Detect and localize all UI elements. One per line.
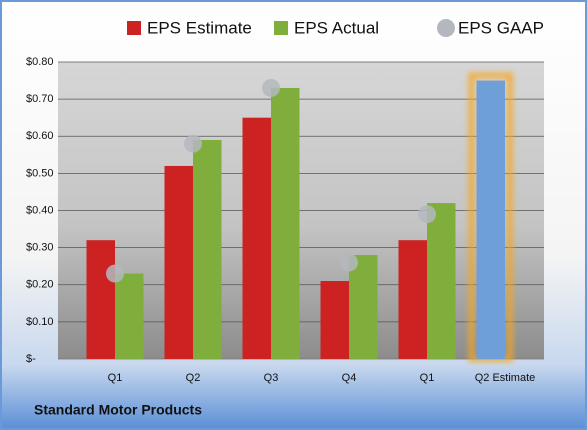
legend-marker xyxy=(127,21,141,35)
y-tick-label: $0.80 xyxy=(26,56,54,68)
x-tick-label: Q3 xyxy=(264,372,279,384)
marker xyxy=(340,253,358,272)
y-tick-label: $0.70 xyxy=(26,93,54,105)
legend-label: EPS Estimate xyxy=(147,18,252,37)
legend-marker xyxy=(437,19,455,37)
bar xyxy=(86,240,115,359)
y-tick-label: $0.20 xyxy=(26,279,54,291)
bar xyxy=(115,273,144,359)
legend-label: EPS Actual xyxy=(294,18,379,37)
y-tick-label: $0.50 xyxy=(26,167,54,179)
x-tick-label: Q2 Estimate xyxy=(475,372,536,384)
bar xyxy=(193,139,222,359)
x-tick-label: Q1 xyxy=(420,372,435,384)
caption: Standard Motor Products xyxy=(34,402,202,418)
y-tick-label: $0.60 xyxy=(26,130,54,142)
y-tick-label: $- xyxy=(26,353,36,365)
y-tick-label: $0.30 xyxy=(26,242,54,254)
y-tick-label: $0.10 xyxy=(26,316,54,328)
marker xyxy=(418,205,436,224)
marker xyxy=(184,134,202,153)
bar xyxy=(164,165,193,359)
x-tick-label: Q2 xyxy=(186,372,201,384)
legend-label: EPS GAAP xyxy=(458,18,544,37)
bar xyxy=(320,281,349,359)
y-tick-label: $0.40 xyxy=(26,204,54,216)
x-tick-label: Q1 xyxy=(108,372,123,384)
bar xyxy=(476,80,505,359)
marker xyxy=(106,264,124,283)
marker xyxy=(262,78,280,97)
bar xyxy=(349,255,378,359)
x-tick-label: Q4 xyxy=(342,372,357,384)
bar xyxy=(398,240,427,359)
bar xyxy=(242,117,271,359)
bar xyxy=(271,87,300,360)
legend-marker xyxy=(274,21,288,35)
bar xyxy=(427,203,456,359)
